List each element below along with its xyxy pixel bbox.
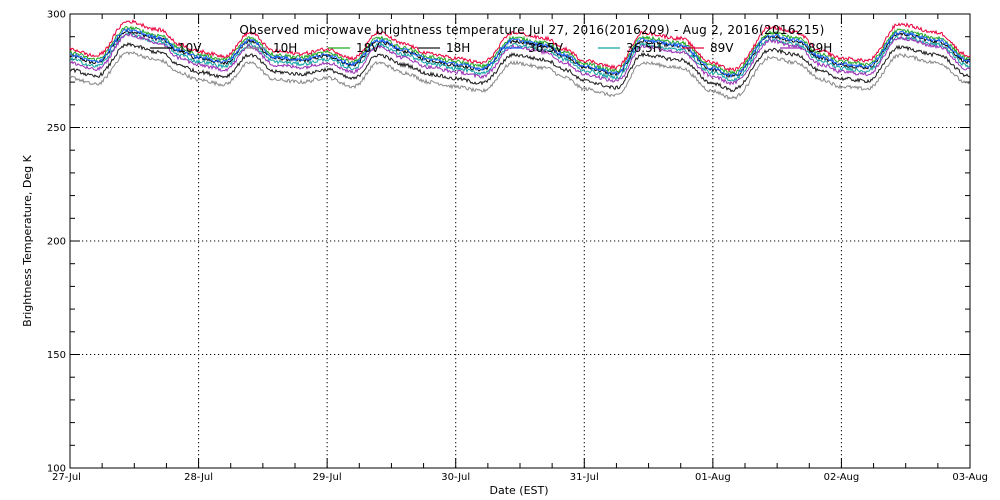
series-line-18h bbox=[69, 42, 971, 93]
grid-lines bbox=[70, 14, 970, 468]
y-axis-label: Brightness Temperature, Deg K bbox=[21, 154, 34, 326]
legend: 10V 10H 18V 18H 36.5V 36.5H 89V 89H bbox=[150, 41, 832, 55]
legend-entry: 18V bbox=[356, 41, 380, 55]
x-tick-label: 27-Jul bbox=[52, 472, 81, 483]
y-tick-label: 150 bbox=[47, 350, 66, 361]
series-line-89h bbox=[69, 32, 971, 86]
series-line-10v bbox=[69, 28, 971, 79]
x-tick-label: 03-Aug bbox=[952, 472, 988, 483]
x-tick-label: 30-Jul bbox=[441, 472, 470, 483]
legend-entry: 10H bbox=[273, 41, 297, 55]
legend-entry: 18H bbox=[446, 41, 470, 55]
x-tick-label: 01-Aug bbox=[695, 472, 731, 483]
y-tick-label: 200 bbox=[47, 237, 66, 248]
x-tick-label: 28-Jul bbox=[184, 472, 213, 483]
series-line-18v bbox=[69, 25, 971, 76]
legend-entry: 89H bbox=[808, 41, 832, 55]
tick-labels: 100 150 200 250 300 27-Jul 28-Jul 29-Jul 30-Jul 3… bbox=[47, 10, 988, 484]
legend-entry: 36.5V bbox=[528, 41, 564, 55]
legend-entry: 36.5H bbox=[626, 41, 662, 55]
y-tick-label: 100 bbox=[47, 464, 66, 475]
series-lines bbox=[69, 19, 971, 101]
x-tick-label: 02-Aug bbox=[824, 472, 860, 483]
series-line-36-5h bbox=[69, 31, 971, 82]
y-tick-label: 250 bbox=[47, 123, 66, 134]
x-tick-label: 31-Jul bbox=[570, 472, 599, 483]
chart-title: Observed microwave brightness temperatur… bbox=[239, 23, 824, 37]
x-tick-label: 29-Jul bbox=[313, 472, 342, 483]
series-line-10h bbox=[69, 51, 971, 101]
x-axis-label: Date (EST) bbox=[489, 484, 548, 497]
series-line-89v bbox=[69, 19, 971, 73]
y-tick-label: 300 bbox=[47, 10, 66, 21]
series-line-36-5v bbox=[69, 28, 971, 79]
legend-entry: 10V bbox=[178, 41, 202, 55]
legend-entry: 89V bbox=[710, 41, 734, 55]
